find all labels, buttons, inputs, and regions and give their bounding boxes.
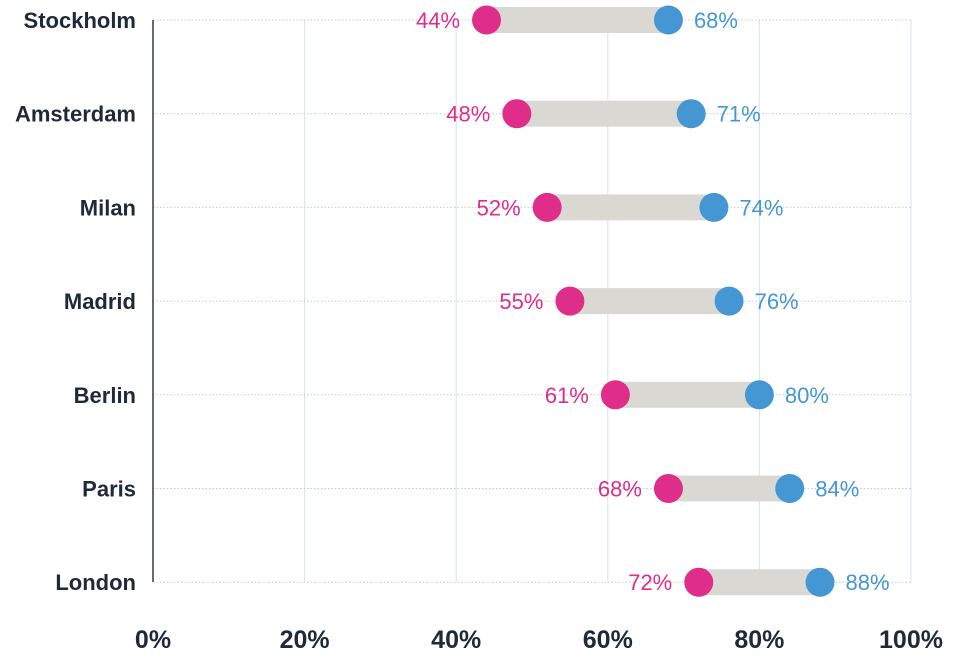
category-label: London [55,570,136,595]
low-value-dot [555,286,585,316]
high-value-dot [714,286,744,316]
category-label: Amsterdam [15,102,136,127]
low-value-dot [472,5,502,35]
low-value-label: 55% [499,289,543,314]
category-label: Madrid [64,289,136,314]
high-value-dot [805,567,835,597]
high-value-dot [699,192,729,222]
x-tick-label: 40% [431,626,481,654]
category-label: Milan [80,195,136,220]
high-value-dot [676,99,706,129]
category-label: Berlin [74,383,136,408]
x-tick-label: 20% [280,626,330,654]
connector-bar [569,288,730,315]
x-tick-label: 80% [734,626,784,654]
connector-bar [698,569,821,596]
connector-bar [486,7,669,33]
connector-bar [547,194,714,221]
high-value-label: 84% [815,477,859,502]
low-value-label: 68% [598,477,642,502]
low-value-dot [600,380,630,410]
category-label: Paris [82,477,136,502]
connector-bar [668,475,790,502]
low-value-label: 61% [545,383,589,408]
x-tick-label: 60% [583,626,633,654]
high-value-dot [744,380,774,410]
x-tick-label: 0% [135,626,171,654]
low-value-dot [653,474,683,503]
connector-bar [516,100,692,127]
low-value-label: 48% [446,102,490,127]
connector-bar [615,381,760,408]
high-value-label: 71% [717,102,761,127]
low-value-label: 52% [477,195,521,220]
x-tick-label: 100% [879,626,943,654]
high-value-dot [653,5,683,35]
low-value-dot [532,192,562,222]
low-value-dot [502,99,532,129]
high-value-label: 74% [739,195,783,220]
low-value-label: 72% [628,570,672,595]
labels-layer: 0% 20% 40% 60% 80% 100% Stockholm Amsterdam Mila… [15,8,943,654]
high-value-label: 76% [755,289,799,314]
high-value-dot [775,474,805,503]
marks-layer [472,5,835,597]
high-value-label: 68% [694,8,738,33]
category-label: Stockholm [24,8,136,33]
high-value-label: 88% [846,570,890,595]
low-value-label: 44% [416,8,460,33]
high-value-label: 80% [785,383,829,408]
low-value-dot [684,567,714,597]
